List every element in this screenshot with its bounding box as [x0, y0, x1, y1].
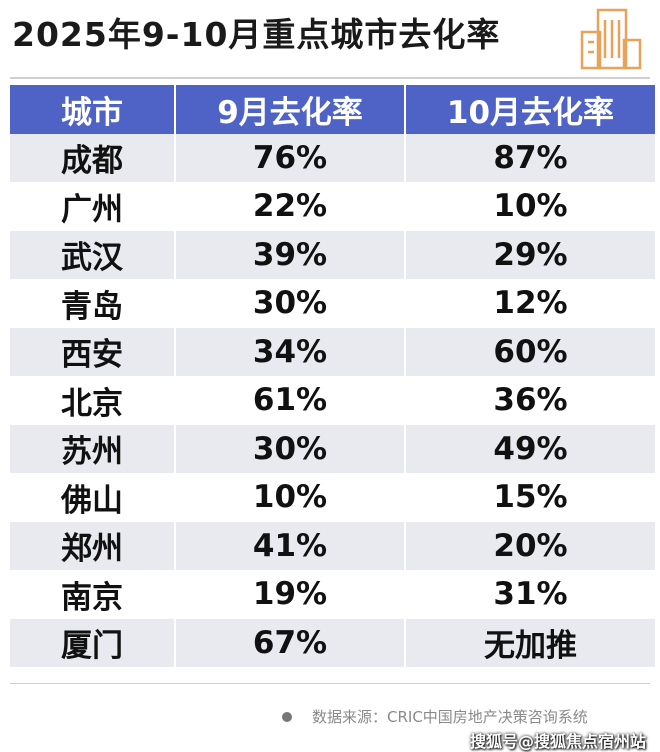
bullet [282, 711, 292, 722]
table-cell: 无加推 [406, 618, 655, 667]
table-cell: 佛山 [10, 473, 176, 522]
table-cell: 10% [176, 473, 406, 522]
divider [10, 77, 650, 79]
table-row: 北京 61% 36% [10, 376, 655, 425]
table-cell: 武汉 [10, 230, 176, 279]
table-cell: 19% [176, 570, 406, 619]
table-cell: 61% [176, 376, 406, 425]
table-cell: 20% [406, 521, 655, 570]
header-cell: 10月去化率 [406, 85, 655, 134]
table-cell: 67% [176, 618, 406, 667]
table-cell: 29% [406, 230, 655, 279]
table-cell: 49% [406, 424, 655, 473]
table-cell: 郑州 [10, 521, 176, 570]
header-cell: 城市 [10, 85, 176, 134]
table-cell: 30% [176, 424, 406, 473]
table-row: 郑州 41% 20% [10, 521, 655, 570]
table-row: 南京 19% 31% [10, 570, 655, 619]
table-cell: 成都 [10, 133, 176, 182]
table-row: 成都 76% 87% [10, 133, 655, 182]
table-cell: 34% [176, 327, 406, 376]
table-row: 武汉 39% 29% [10, 230, 655, 279]
table-cell: 苏州 [10, 424, 176, 473]
table-cell: 30% [176, 279, 406, 328]
table-cell: 厦门 [10, 618, 176, 667]
table-cell: 西安 [10, 327, 176, 376]
table-cell: 36% [493, 382, 568, 419]
table-cell: 15% [493, 479, 568, 516]
watermark: 搜狐号@搜狐焦点宿州站 [469, 732, 646, 751]
table: 城市 9月去化率 10月去化率 成都 76% 87% 广州 22% 10% 武汉 39% 29% 青岛 3… [10, 85, 655, 667]
table-cell: 41% [176, 521, 406, 570]
table-cell: 广州 [10, 182, 176, 231]
table-row: 厦门 67% 无加推 [10, 618, 655, 667]
table-cell: 10% [493, 188, 568, 225]
table-cell: 22% [176, 182, 406, 231]
table-row: 青岛 30% 12% [10, 279, 655, 328]
title: 2025年9-10月重点城市去化率 [12, 15, 501, 54]
table-cell: 87% [406, 133, 655, 182]
table-cell: 31% [493, 576, 568, 613]
table-cell: 12% [493, 285, 568, 322]
table-cell: 南京 [10, 570, 176, 619]
table-cell: 青岛 [10, 279, 176, 328]
table-cell: 39% [176, 230, 406, 279]
table-row: 苏州 30% 49% [10, 424, 655, 473]
table-row: 佛山 10% 15% [10, 473, 655, 522]
header-row: 城市 9月去化率 10月去化率 [10, 85, 655, 134]
building-icon [580, 8, 642, 70]
divider [10, 683, 650, 684]
table-cell: 北京 [10, 376, 176, 425]
table-row: 广州 22% 10% [10, 182, 655, 231]
source: 数据来源：CRIC中国房地产决策咨询系统 [282, 706, 588, 727]
table-row: 西安 34% 60% [10, 327, 655, 376]
header-cell: 9月去化率 [176, 85, 406, 134]
table-cell: 60% [406, 327, 655, 376]
table-cell: 76% [176, 133, 406, 182]
source-text: 数据来源：CRIC中国房地产决策咨询系统 [312, 708, 588, 726]
